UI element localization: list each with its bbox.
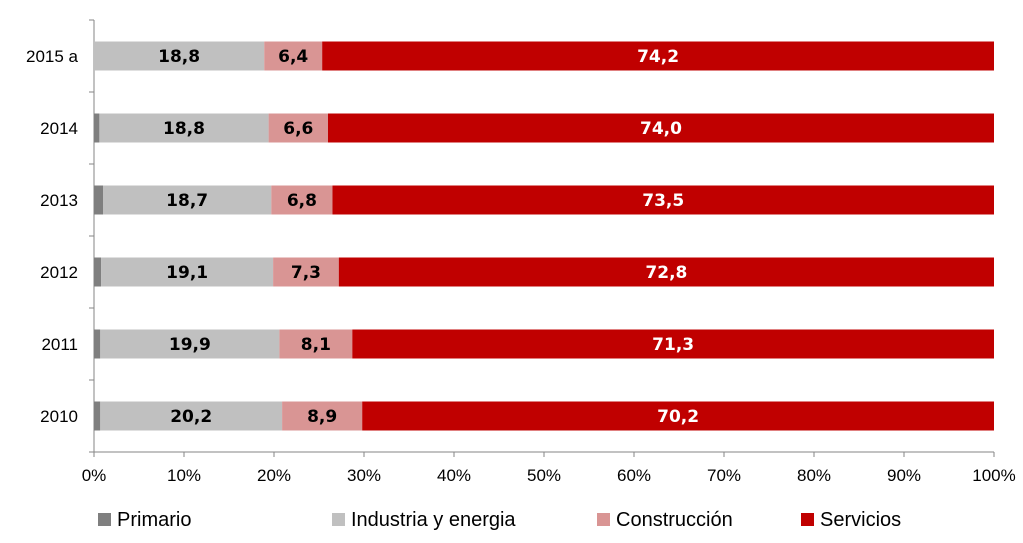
data-label-industria-y-energia: 18,7 (166, 191, 208, 211)
y-tick-label: 2010 (40, 407, 78, 426)
x-tick-label: 60% (617, 466, 651, 485)
y-tick-label: 2014 (40, 119, 78, 138)
y-tick-label: 2015 a (26, 47, 79, 66)
bar-servicios (338, 257, 994, 287)
bar-primario (94, 401, 101, 431)
bar-industria-y-energia (103, 185, 272, 215)
x-tick-label: 50% (527, 466, 561, 485)
bar-industria-y-energia (101, 257, 274, 287)
y-tick-label: 2012 (40, 263, 78, 282)
data-label-construccion: 6,8 (287, 191, 317, 211)
data-label-construccion: 8,1 (301, 335, 331, 355)
data-label-industria-y-energia: 18,8 (163, 119, 205, 139)
data-label-servicios: 71,3 (652, 335, 694, 355)
data-label-industria-y-energia: 18,8 (158, 47, 200, 67)
bar-construccion (273, 257, 339, 287)
bar-construccion (264, 41, 323, 71)
chart-data-labels: 18,8 6,4 74,2 18,8 6,6 74,0 18,7 6,8 73,5 19,1 7,3… (158, 47, 699, 427)
x-tick-label: 90% (887, 466, 921, 485)
data-label-servicios: 73,5 (642, 191, 684, 211)
chart-axes: 0% 10% 20% 30% 40% 50% 60% 70% 80% 90% 100% 2015 a 2… (26, 19, 1016, 485)
bar-servicios (322, 41, 994, 71)
data-label-servicios: 74,2 (637, 47, 679, 67)
x-tick-label: 40% (437, 466, 471, 485)
legend-swatch-construccion (597, 513, 610, 526)
bar-primario (94, 113, 100, 143)
bar-servicios (332, 185, 994, 215)
y-tick-label: 2013 (40, 191, 78, 210)
legend-label-construccion: Construcción (616, 509, 733, 531)
chart-bars (94, 41, 994, 431)
data-label-servicios: 72,8 (645, 263, 687, 283)
bar-industria-y-energia (100, 329, 280, 359)
bar-construccion (282, 401, 363, 431)
bar-primario (94, 185, 103, 215)
bar-servicios (352, 329, 994, 359)
data-label-construccion: 6,4 (278, 47, 308, 67)
data-label-industria-y-energia: 20,2 (170, 407, 212, 427)
data-label-construccion: 7,3 (291, 263, 321, 283)
bar-servicios (328, 113, 994, 143)
x-tick-label: 10% (167, 466, 201, 485)
y-tick-label: 2011 (41, 335, 78, 354)
bar-industria-y-energia (94, 41, 265, 71)
legend-swatch-industria-y-energia (332, 513, 345, 526)
data-label-construccion: 6,6 (283, 119, 313, 139)
x-tick-label: 100% (972, 466, 1015, 485)
data-label-construccion: 8,9 (307, 407, 337, 427)
x-tick-label: 0% (82, 466, 107, 485)
chart-legend: Primario Industria y energia Construcción S… (98, 509, 901, 531)
legend-swatch-servicios (801, 513, 814, 526)
x-tick-label: 70% (707, 466, 741, 485)
data-label-industria-y-energia: 19,9 (169, 335, 211, 355)
x-tick-label: 30% (347, 466, 381, 485)
data-label-servicios: 74,0 (640, 119, 682, 139)
x-tick-label: 20% (257, 466, 291, 485)
legend-swatch-primario (98, 513, 111, 526)
x-tick-label: 80% (797, 466, 831, 485)
bar-construccion (268, 113, 328, 143)
bar-primario (94, 329, 101, 359)
data-label-servicios: 70,2 (657, 407, 699, 427)
bar-construccion (279, 329, 353, 359)
legend-label-primario: Primario (117, 509, 191, 531)
bar-servicios (362, 401, 994, 431)
data-label-industria-y-energia: 19,1 (166, 263, 208, 283)
bar-construccion (271, 185, 333, 215)
bar-primario (94, 257, 102, 287)
legend-label-industria-y-energia: Industria y energia (351, 509, 516, 531)
bar-industria-y-energia (100, 401, 283, 431)
bar-industria-y-energia (99, 113, 269, 143)
legend-label-servicios: Servicios (820, 509, 901, 531)
